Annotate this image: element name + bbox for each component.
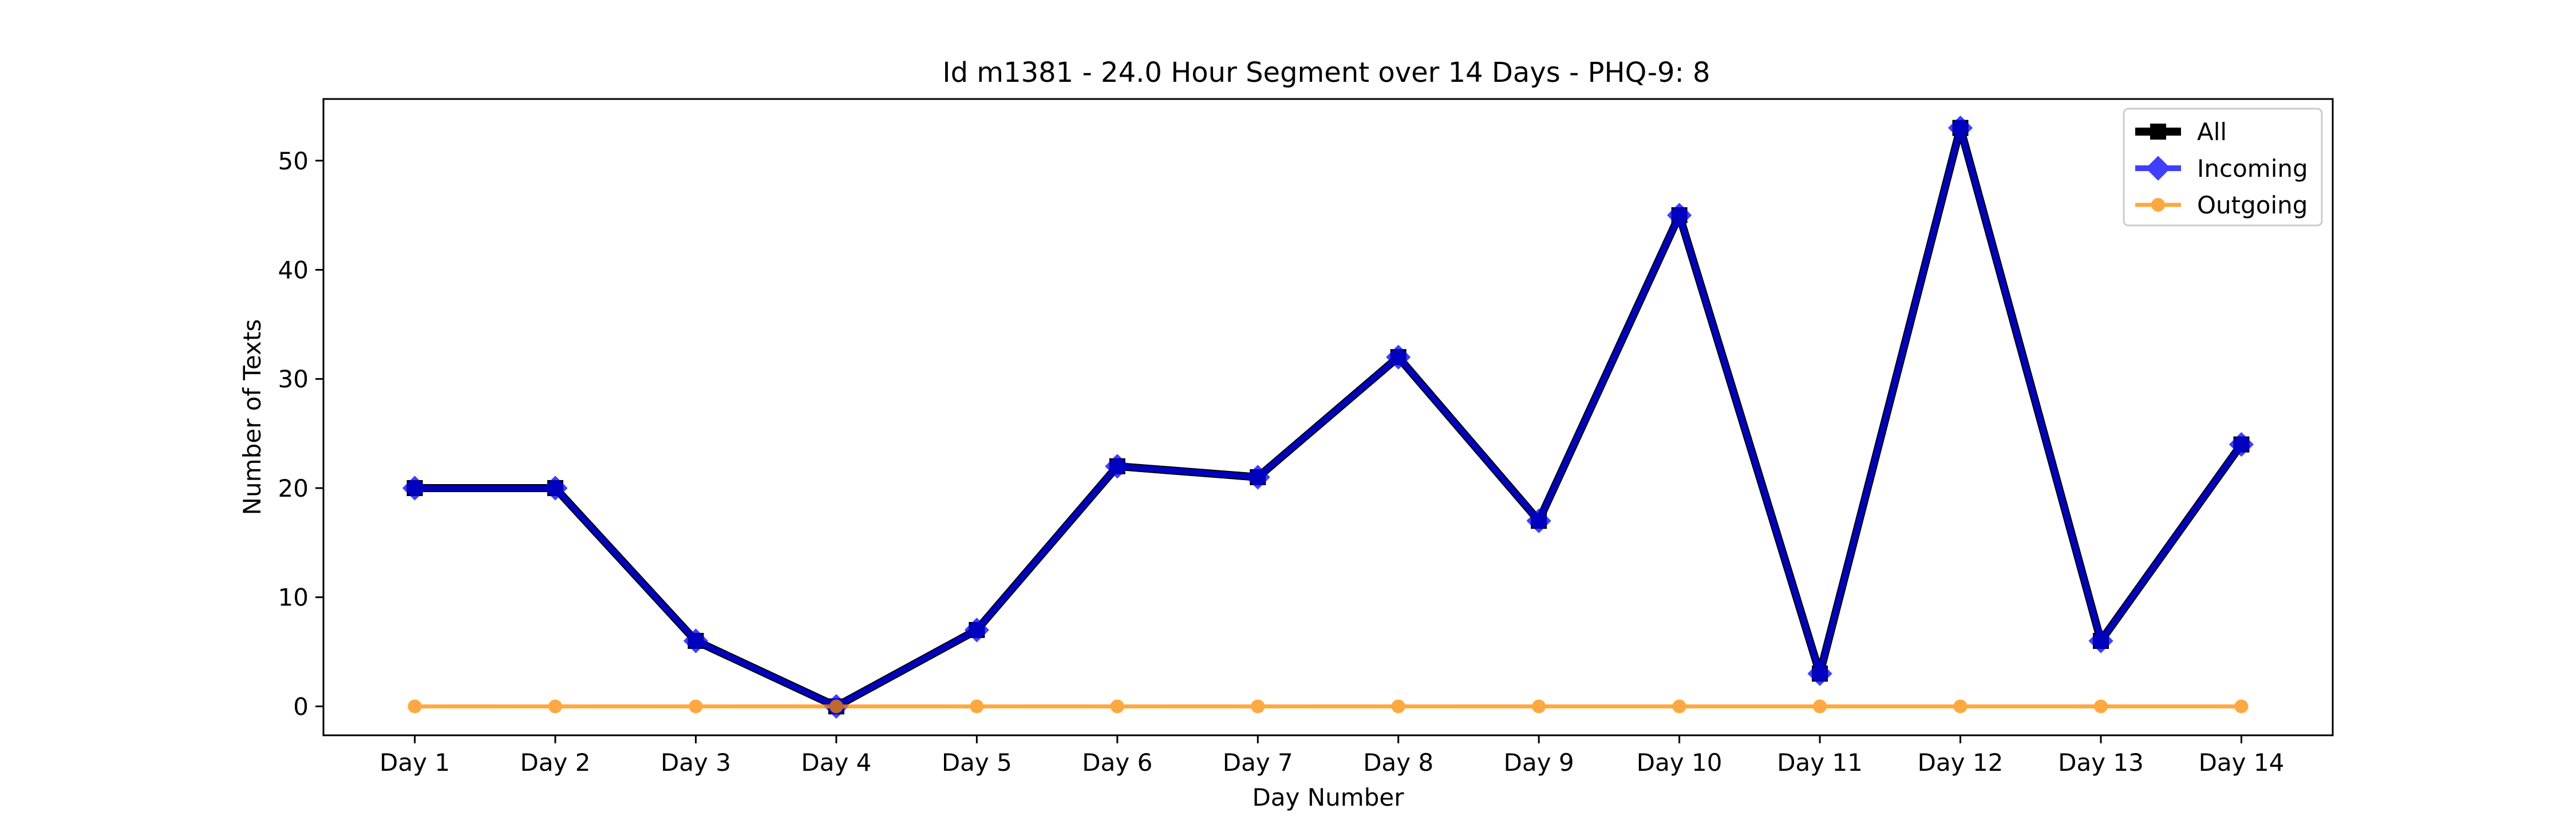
- data-point-outgoing: [829, 699, 843, 714]
- legend-label-incoming: Incoming: [2197, 154, 2308, 183]
- x-tick-label: Day 6: [1082, 748, 1152, 777]
- series-outgoing: [408, 699, 2249, 714]
- legend-swatch-outgoing: [2135, 198, 2181, 212]
- chart-title: Id m1381 - 24.0 Hour Segment over 14 Day…: [942, 57, 1710, 89]
- data-point-incoming: [1667, 203, 1692, 228]
- data-point-incoming: [683, 628, 709, 653]
- x-tick-label: Day 7: [1223, 748, 1293, 777]
- y-axis-label: Number of Texts: [238, 319, 266, 516]
- data-point-incoming: [1947, 115, 1973, 141]
- x-tick-label: Day 5: [942, 748, 1012, 777]
- data-point-outgoing: [1391, 699, 1405, 714]
- data-point-incoming: [2088, 628, 2113, 653]
- y-axis: 0 10 20 30 40 50: [278, 147, 323, 720]
- legend-marker-outgoing: [2151, 198, 2165, 212]
- y-tick-label: 40: [278, 256, 309, 284]
- x-tick-label: Day 3: [661, 748, 731, 777]
- data-point-outgoing: [1251, 699, 1265, 714]
- data-point-outgoing: [2234, 699, 2249, 714]
- data-point-incoming: [1105, 454, 1130, 479]
- data-point-outgoing: [1953, 699, 1967, 714]
- data-point-incoming: [543, 476, 568, 501]
- data-point-outgoing: [970, 699, 984, 714]
- legend-label-all: All: [2197, 118, 2227, 146]
- data-point-outgoing: [1110, 699, 1124, 714]
- y-tick-label: 30: [278, 365, 309, 393]
- x-axis: Day 1 Day 2 Day 3 Day 4 Day 5 Day 6 Day 7 Day 8…: [380, 735, 2284, 777]
- x-tick-label: Day 2: [520, 748, 590, 777]
- data-point-incoming: [1386, 344, 1411, 370]
- x-tick-label: Day 13: [2058, 748, 2144, 777]
- data-point-outgoing: [1672, 699, 1686, 714]
- legend: All Incoming Outgoing: [2123, 108, 2323, 227]
- x-tick-label: Day 1: [380, 748, 450, 777]
- x-tick-label: Day 11: [1777, 748, 1863, 777]
- x-tick-label: Day 14: [2199, 748, 2285, 777]
- x-axis-label: Day Number: [1252, 783, 1404, 811]
- y-tick-label: 10: [278, 584, 309, 612]
- x-tick-label: Day 4: [801, 748, 871, 777]
- x-tick-label: Day 12: [1918, 748, 2004, 777]
- y-tick-label: 50: [278, 147, 309, 175]
- data-point-outgoing: [548, 699, 562, 714]
- series-layer: [402, 115, 2254, 719]
- plot-frame: [322, 98, 2334, 736]
- data-point-outgoing: [1532, 699, 1546, 714]
- y-tick-label: 20: [278, 474, 309, 502]
- series-incoming: [402, 115, 2254, 719]
- data-point-incoming: [1807, 661, 1832, 686]
- legend-swatch-all: [2135, 124, 2181, 140]
- y-tick-label: 0: [293, 692, 309, 720]
- data-point-outgoing: [2094, 699, 2108, 714]
- x-tick-label: Day 9: [1504, 748, 1574, 777]
- data-point-outgoing: [408, 699, 422, 714]
- data-point-incoming: [2229, 432, 2254, 457]
- data-point-incoming: [1245, 465, 1270, 490]
- data-point-outgoing: [1813, 699, 1827, 714]
- legend-swatch-incoming: [2135, 156, 2181, 181]
- data-point-incoming: [402, 476, 428, 501]
- x-tick-label: Day 10: [1637, 748, 1722, 777]
- legend-box: [2123, 108, 2323, 227]
- legend-marker-incoming: [2146, 156, 2171, 181]
- series-line-incoming: [414, 125, 2244, 710]
- data-point-incoming: [1526, 508, 1551, 533]
- x-tick-label: Day 8: [1363, 748, 1433, 777]
- legend-label-outgoing: Outgoing: [2197, 191, 2308, 219]
- data-point-incoming: [964, 617, 989, 643]
- data-point-outgoing: [689, 699, 703, 714]
- legend-marker-all: [2150, 124, 2166, 140]
